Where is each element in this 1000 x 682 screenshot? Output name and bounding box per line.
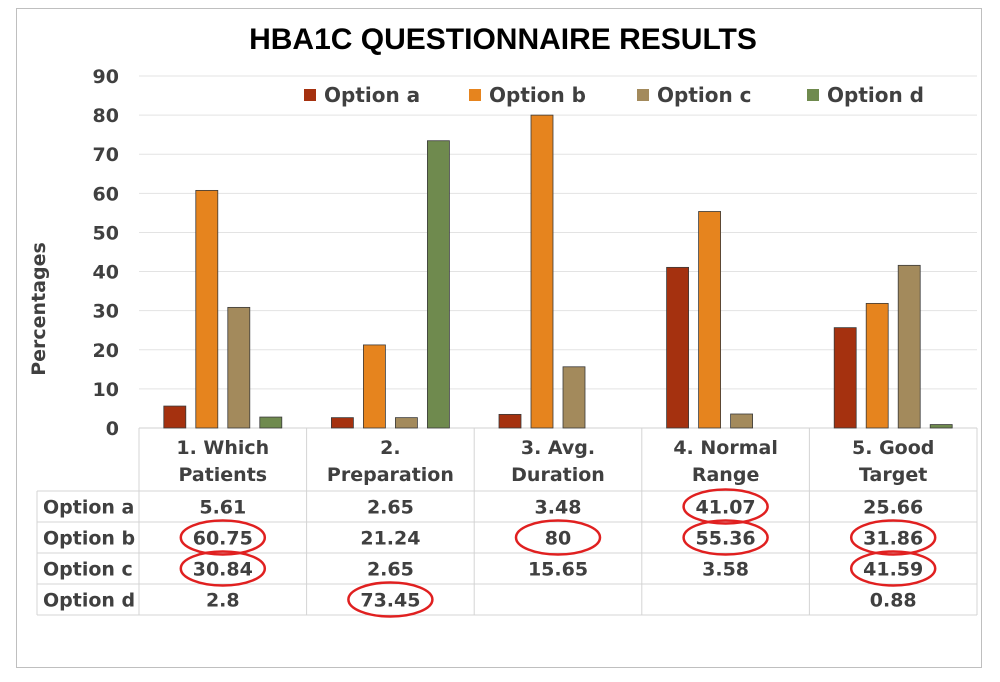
table-row-label: Option d: [43, 590, 135, 612]
table-cell: 25.66: [863, 497, 923, 519]
highlight-circle: [849, 519, 937, 556]
table-cell: 55.36: [696, 528, 756, 550]
bar-option-d-cat5: [929, 424, 953, 429]
bar-option-c-cat2: [394, 417, 418, 429]
bar-option-b-cat3: [530, 114, 554, 429]
legend-label: Option c: [657, 83, 752, 107]
category-label-line2: Range: [692, 464, 759, 486]
bar-option-c-cat3: [562, 366, 586, 429]
bar-option-a-cat3: [498, 413, 522, 429]
category-label-line2: Target: [859, 464, 927, 486]
category-label-line1: 4. Normal: [673, 437, 778, 459]
legend-swatch: [469, 89, 481, 101]
category-label-line2: Patients: [178, 464, 267, 486]
bars: [163, 114, 953, 429]
bar-option-b-cat2: [362, 344, 386, 429]
legend-swatch: [304, 89, 316, 101]
table-cell: 2.65: [367, 559, 414, 581]
category-label-line1: 3. Avg.: [521, 437, 595, 459]
y-tick-label: 90: [93, 66, 119, 88]
highlight-circle: [179, 519, 267, 556]
bar-option-c-cat5: [897, 264, 921, 429]
table-cell: 15.65: [528, 559, 588, 581]
y-tick-label: 40: [93, 262, 119, 284]
table-cell: 5.61: [199, 497, 246, 519]
category-label-line1: 1. Which: [176, 437, 269, 459]
category-label-line1: 5. Good: [852, 437, 934, 459]
bar-option-d-cat1: [259, 416, 283, 429]
table-cell: 2.8: [206, 590, 240, 612]
legend-swatch: [637, 89, 649, 101]
table-cell: 21.24: [360, 528, 420, 550]
legend-swatch: [807, 89, 819, 101]
highlight-circle: [347, 581, 434, 618]
bar-option-a-cat5: [833, 327, 857, 429]
table-cell: 41.59: [863, 559, 923, 581]
table-cell: 60.75: [193, 528, 253, 550]
highlight-circle: [179, 550, 267, 587]
bar-option-c-cat1: [227, 306, 251, 429]
highlight-circle: [682, 519, 769, 556]
chart-frame: HBA1C QUESTIONNAIRE RESULTS Percentages …: [16, 8, 982, 668]
table-cell: 73.45: [360, 590, 420, 612]
bar-option-a-cat1: [163, 405, 187, 429]
y-tick-label: 30: [93, 301, 119, 323]
data-table: 1. Which Patients 2. Preparation 3. Avg. Dura…: [36, 428, 978, 618]
table-cell: 2.65: [367, 497, 414, 519]
y-tick-label: 80: [93, 105, 119, 127]
y-tick-label: 50: [93, 222, 119, 244]
table-cell: 80: [545, 528, 571, 550]
bar-option-b-cat1: [195, 189, 219, 429]
table-row-label: Option b: [43, 528, 135, 550]
category-label-line2: Duration: [511, 464, 605, 486]
bar-option-c-cat4: [730, 413, 753, 429]
legend-label: Option d: [827, 83, 924, 107]
bar-option-d-cat2: [426, 140, 450, 429]
bar-option-b-cat4: [698, 211, 721, 429]
legend: Option a Option b Option c Option d: [304, 83, 924, 107]
y-tick-label: 60: [93, 183, 119, 205]
y-tick-label: 70: [93, 144, 119, 166]
table-cell: 0.88: [870, 590, 917, 612]
highlight-circle: [849, 550, 937, 587]
highlight-circle: [514, 519, 602, 556]
table-cell: 30.84: [193, 559, 253, 581]
category-label-line1: 2.: [380, 437, 400, 459]
highlight-circle: [682, 488, 769, 525]
bar-option-a-cat2: [330, 417, 354, 429]
bar-option-a-cat4: [666, 266, 689, 429]
bar-chart: HBA1C QUESTIONNAIRE RESULTS Percentages …: [28, 23, 978, 618]
legend-label: Option a: [324, 83, 420, 107]
table-cell: 3.48: [535, 497, 582, 519]
table-cell: 41.07: [696, 497, 756, 519]
table-row-label: Option c: [43, 559, 133, 581]
table-cell: 3.58: [702, 559, 749, 581]
y-tick-label: 0: [106, 418, 119, 440]
y-tick-label: 20: [93, 340, 119, 362]
legend-label: Option b: [489, 83, 586, 107]
bar-option-b-cat5: [865, 302, 889, 429]
table-row-label: Option a: [43, 497, 134, 519]
y-axis-ticks: 0 10 20 30 40 50 60 70 80 90: [93, 66, 119, 440]
chart-title: HBA1C QUESTIONNAIRE RESULTS: [249, 23, 757, 56]
category-label-line2: Preparation: [327, 464, 454, 486]
y-tick-label: 10: [93, 379, 119, 401]
table-cell: 31.86: [863, 528, 923, 550]
y-axis-label: Percentages: [28, 242, 50, 376]
